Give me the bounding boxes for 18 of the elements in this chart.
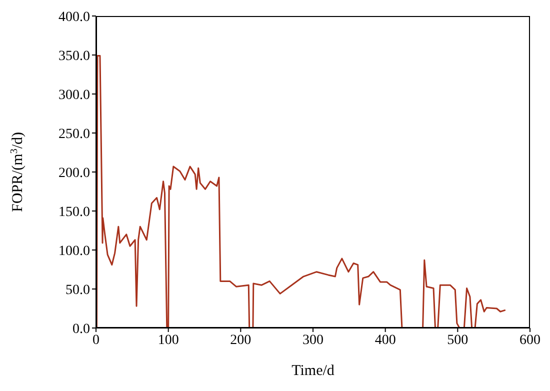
y-tick-label: 250.0 <box>58 126 90 142</box>
x-tick-label: 0 <box>92 332 100 348</box>
y-tick-label: 100.0 <box>58 244 90 259</box>
y-tick-label: 150.0 <box>58 204 90 220</box>
x-tick-label: 200 <box>230 332 252 348</box>
y-tick-label: 300.0 <box>58 88 90 103</box>
y-tick-label: 400.0 <box>58 10 90 25</box>
y-tick-label: 50.0 <box>66 282 90 298</box>
x-tick-label: 500 <box>447 332 468 348</box>
x-tick-label: 100 <box>158 332 179 348</box>
y-tick-label: 350.0 <box>58 48 90 64</box>
y-tick-label: 200.0 <box>58 166 90 181</box>
x-axis-title: Time/d <box>292 363 335 379</box>
x-tick-label: 600 <box>520 332 540 348</box>
line-series <box>96 55 506 328</box>
y-tick-label: 0.0 <box>72 322 90 337</box>
x-tick-label: 400 <box>374 332 396 348</box>
x-tick-label: 300 <box>302 332 324 348</box>
